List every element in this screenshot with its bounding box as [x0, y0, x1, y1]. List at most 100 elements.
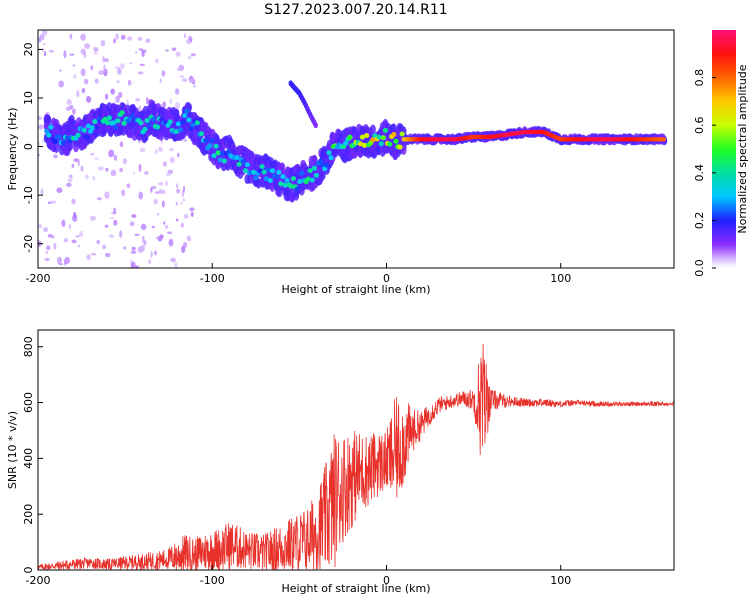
- spectrogram-noise-blob: [85, 96, 92, 103]
- spectrogram-noise-blob: [170, 157, 175, 163]
- spectrogram-xtick-label: -200: [26, 272, 51, 285]
- spectrogram-xtick-label: 0: [383, 272, 390, 285]
- spectrogram-halo: [158, 130, 164, 141]
- spectrogram-ridge-cell: [313, 172, 319, 178]
- spectrogram-ridge-cell: [257, 168, 263, 174]
- spectrogram-halo: [45, 114, 52, 125]
- spectrogram-noise-blob: [134, 51, 138, 54]
- spectrogram-ridge-cell: [129, 113, 135, 119]
- spectrogram-noise-blob: [98, 70, 105, 76]
- colorbar-gradient: [712, 30, 736, 268]
- spectrogram-noise-blob: [53, 242, 57, 250]
- spectrogram-noise-blob: [167, 231, 173, 234]
- spectrogram-noise-blob: [145, 97, 149, 105]
- spectrogram-noise-blob: [66, 182, 72, 187]
- colorbar: 0.0 0.2 0.4 0.6 0.8 Normalized spectral ampl…: [693, 30, 749, 277]
- spectrogram-ridge-cell: [278, 181, 284, 187]
- spectrogram-noise-blob: [113, 38, 116, 44]
- colorbar-label: Normalized spectral amplitude: [736, 64, 749, 233]
- spectrogram-ridge-cell: [104, 120, 110, 126]
- spectrogram-noise-blob: [92, 176, 96, 181]
- spectrogram-noise-blob: [80, 68, 86, 77]
- spectrogram-noise-blob: [129, 62, 133, 65]
- spectrogram-noise-blob: [183, 185, 186, 193]
- spectrogram-noise-blob: [161, 200, 165, 208]
- spectrogram-noise-blob: [175, 88, 180, 95]
- spectrogram-noise-blob: [169, 147, 174, 152]
- spectrogram-ridge-cell: [213, 143, 219, 149]
- spectrogram-noise-blob: [100, 39, 106, 47]
- spectrogram-ridge-cell: [115, 118, 121, 124]
- spectrogram-ridge-cell: [215, 150, 221, 156]
- spectrogram-noise-blob: [113, 207, 117, 215]
- spectrogram-ridge-cell: [44, 128, 50, 134]
- spectrogram-noise-blob: [104, 191, 110, 199]
- spectrogram-frame: [37, 29, 675, 269]
- spectrogram-noise-blob: [129, 221, 135, 227]
- spectrogram-ridge-cell: [52, 139, 58, 145]
- spectrogram-noise-blob: [38, 154, 41, 157]
- spectrogram-noise-blob: [169, 98, 172, 105]
- spectrogram-noise-blob: [171, 47, 177, 51]
- spectrogram-ridge-cell: [299, 170, 305, 176]
- spectrogram-noise-blob: [97, 166, 104, 171]
- spectrogram-noise-blob: [84, 43, 90, 49]
- spectrogram-ridge-cell: [282, 182, 288, 188]
- spectrogram-noise-blob: [102, 244, 107, 250]
- spectrogram-noise-blob: [119, 230, 123, 238]
- spectrogram-ridge-cell: [209, 138, 215, 144]
- spectrogram-ridge-cell: [150, 116, 156, 122]
- spectrogram-ridge-cell: [397, 144, 403, 150]
- spectrogram-noise-blob: [142, 235, 145, 244]
- spectrogram-ridge-cell: [265, 167, 271, 173]
- spectrogram-noise-blob: [40, 188, 44, 196]
- spectrogram-noise-blob: [72, 108, 76, 115]
- spectrogram-noise-blob: [38, 124, 44, 130]
- spectrogram-ridge-cell: [328, 155, 334, 161]
- spectrogram-noise-blob: [131, 214, 137, 218]
- spectrogram-ytick-label: 10: [22, 91, 35, 105]
- spectrogram-noise-blob: [104, 252, 111, 258]
- spectrogram-noise-blob: [96, 239, 101, 245]
- spectrogram-ytick-label: 20: [22, 42, 35, 56]
- spectrogram-noise-blob: [96, 197, 102, 201]
- spectrogram-noise-blob: [105, 93, 109, 100]
- spectrogram-noise-blob: [68, 224, 71, 229]
- spectrogram-ridge-cell: [263, 176, 269, 182]
- spectrogram-noise-blob: [90, 64, 94, 71]
- spectrogram-noise-blob: [138, 191, 143, 200]
- spectrogram-noise-blob: [175, 101, 180, 110]
- spectrogram-ridge-cell: [173, 129, 179, 134]
- spectrogram-noise-blob: [77, 244, 81, 248]
- spectrogram-noise-blob: [130, 262, 135, 268]
- spectrogram-noise-blob: [150, 250, 153, 258]
- spectrogram-ridge-cell: [261, 169, 267, 175]
- spectrogram-ridge-cell: [146, 122, 152, 128]
- spectrogram-noise-blob: [181, 78, 188, 82]
- spectrogram-ridge-cell: [217, 157, 223, 163]
- spectrogram-ridge-cell: [242, 168, 248, 174]
- spectrogram-noise-blob: [71, 198, 76, 205]
- spectrogram-ridge-cell: [180, 119, 186, 125]
- spectrogram-noise-blob: [133, 171, 135, 175]
- spectrogram-noise-blob: [39, 33, 45, 41]
- spectrogram-ridge-cell: [188, 126, 194, 132]
- spectrogram-noise-blob: [137, 246, 144, 254]
- spectrogram-ridge-cell: [203, 138, 209, 144]
- spectrogram-noise-blob: [71, 239, 77, 244]
- spectrogram-ridge-cell: [267, 178, 273, 183]
- spectrogram-branch-cell: [313, 122, 318, 129]
- spectrogram-ridge-cell: [307, 168, 313, 174]
- spectrogram-noise-blob: [102, 56, 105, 63]
- spectrogram-ridge-cell: [219, 151, 225, 157]
- spectrogram-noise-blob: [116, 80, 120, 84]
- spectrogram-noise-blob: [126, 183, 131, 188]
- spectrogram-xtick-label: -100: [200, 272, 225, 285]
- spectrogram-ridge-cell: [357, 141, 363, 147]
- spectrogram-noise-blob: [113, 154, 118, 161]
- spectrogram-xtick-label: 100: [550, 272, 571, 285]
- spectrogram-ridge-cell: [274, 174, 280, 180]
- snr-xtick-label: 100: [550, 574, 571, 587]
- spectrogram-noise-blob: [154, 250, 157, 256]
- spectrogram-noise-blob: [165, 224, 168, 229]
